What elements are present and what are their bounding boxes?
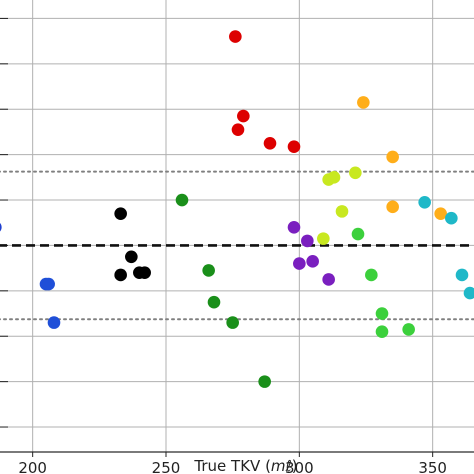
data-point [175,193,189,207]
data-point [327,171,341,184]
data-point [287,140,301,153]
x-axis-label-prefix: True TKV ( [193,457,271,474]
data-point [114,268,127,282]
data-point [402,323,415,336]
y-gridlines [0,17,474,428]
data-point [386,150,399,164]
data-point [335,205,349,218]
data-point [418,196,431,209]
plot-frame [0,451,474,453]
reference-lines [0,170,474,321]
data-point [42,277,55,291]
x-axis-label: True TKV (mℓ) [193,457,297,474]
x-axis-ticks: 200 250 300 350 [18,452,447,474]
data-point [434,207,447,220]
data-point [351,227,365,241]
data-point [263,136,277,150]
data-point [317,232,330,245]
data-point [287,220,301,234]
data-point [226,316,239,329]
data-point [375,307,389,320]
x-gridlines [32,0,434,452]
data-point [114,207,127,220]
data-point [231,123,245,136]
data-point [322,273,335,286]
data-point [306,255,319,268]
data-point [301,234,314,248]
data-point [357,96,370,109]
x-tick-label: 250 [152,459,181,474]
x-tick-label: 350 [418,459,447,474]
data-point [237,109,250,123]
data-point [207,295,221,309]
data-point [125,250,138,264]
x-tick-label: 200 [18,459,47,474]
data-points [0,30,474,388]
x-axis-label-unit: mℓ [271,457,292,474]
data-point [463,286,474,300]
data-point [365,268,378,282]
data-point [202,264,215,277]
data-point [445,211,458,225]
data-point [375,325,389,338]
data-point [293,257,306,270]
data-point [47,316,61,329]
data-point [229,30,242,43]
data-point [138,266,151,279]
data-point [455,268,469,282]
data-point [258,375,271,388]
x-axis-label-suffix: ) [292,457,298,474]
data-point [0,223,2,232]
data-point [349,166,362,180]
data-point [386,200,399,214]
x-tick-label: 300 [285,459,314,474]
